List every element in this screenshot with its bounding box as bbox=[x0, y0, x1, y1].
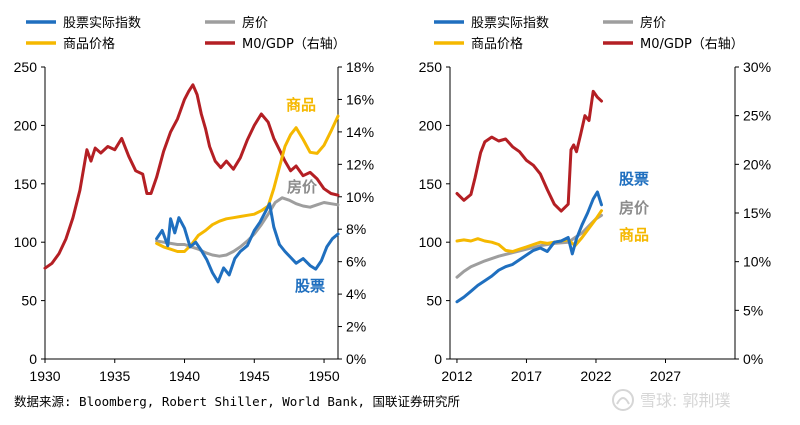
y-right-tick-label: 15% bbox=[743, 205, 771, 221]
legend-label: M0/GDP（右轴） bbox=[640, 37, 744, 52]
y-left-tick-label: 150 bbox=[14, 176, 38, 192]
stock-index-line bbox=[455, 190, 603, 304]
source-note: 数据来源: Bloomberg, Robert Shiller, World B… bbox=[14, 394, 460, 409]
x-tick-label: 2027 bbox=[650, 368, 681, 384]
annotation-stocks: 股票 bbox=[295, 277, 325, 295]
y-left-tick-label: 250 bbox=[14, 59, 38, 75]
y-left-tick-label: 200 bbox=[419, 117, 443, 133]
x-tick-label: 1950 bbox=[308, 368, 339, 384]
commodity-price-line bbox=[455, 209, 603, 253]
house-price-line bbox=[455, 213, 603, 279]
y-left-tick-label: 50 bbox=[426, 293, 442, 309]
y-left-tick-label: 100 bbox=[14, 234, 38, 250]
y-right-tick-label: 12% bbox=[346, 156, 374, 172]
watermark: 雪球: 郭荆璞 bbox=[612, 389, 730, 411]
m0-gdp-line bbox=[455, 89, 603, 213]
legend-label: 商品价格 bbox=[471, 36, 523, 52]
y-left-tick-label: 200 bbox=[14, 117, 38, 133]
y-right-tick-label: 10% bbox=[743, 254, 771, 270]
y-right-tick-label: 6% bbox=[346, 254, 366, 270]
y-right-tick-label: 20% bbox=[743, 156, 771, 172]
annotation-commodity: 商品 bbox=[619, 226, 649, 244]
y-left-tick-label: 0 bbox=[29, 351, 37, 367]
annotation-housing: 房价 bbox=[619, 199, 650, 217]
y-right-tick-label: 4% bbox=[346, 286, 366, 302]
chart-1930s: 0 50 100 150 200 250 0% 2% 4% 6% 8% 10% 12% 14% 16% 18%… bbox=[14, 59, 374, 384]
y-right-tick-label: 16% bbox=[346, 91, 374, 107]
x-tick-label: 1945 bbox=[239, 368, 270, 384]
legend-label: 房价 bbox=[640, 15, 666, 31]
x-tick-label: 1940 bbox=[169, 368, 200, 384]
y-right-tick-label: 0% bbox=[743, 351, 763, 367]
y-left-tick-label: 50 bbox=[21, 293, 37, 309]
annotation-housing: 房价 bbox=[287, 178, 318, 196]
y-right-tick-label: 2% bbox=[346, 319, 366, 335]
y-left-tick-label: 100 bbox=[419, 234, 443, 250]
annotation-commodity: 商品 bbox=[286, 96, 316, 114]
legend-label: M0/GDP（右轴） bbox=[242, 37, 346, 52]
y-right-tick-label: 5% bbox=[743, 302, 763, 318]
legend-label: 股票实际指数 bbox=[471, 16, 549, 31]
y-right-tick-label: 8% bbox=[346, 221, 366, 237]
y-right-tick-label: 14% bbox=[346, 124, 374, 140]
y-right-tick-label: 30% bbox=[743, 59, 771, 75]
y-left-tick-label: 150 bbox=[419, 176, 443, 192]
commodity-price-line bbox=[155, 114, 340, 253]
watermark-text: 雪球: 郭荆璞 bbox=[640, 391, 730, 410]
x-tick-label: 2022 bbox=[580, 368, 611, 384]
y-left-tick-label: 250 bbox=[419, 59, 443, 75]
y-left-tick-label: 0 bbox=[434, 351, 442, 367]
y-right-tick-label: 10% bbox=[346, 189, 374, 205]
chart-2010s: 0 50 100 150 200 250 0% 5% 10% 15% 20% 25% 30% 2012 20… bbox=[419, 59, 771, 384]
snowball-logo-icon bbox=[612, 389, 634, 411]
legend-label: 房价 bbox=[242, 15, 268, 31]
snowball-logo-mark bbox=[616, 397, 630, 405]
m0-gdp-line bbox=[43, 83, 340, 270]
legend-label: 商品价格 bbox=[63, 36, 115, 52]
annotation-stocks: 股票 bbox=[619, 170, 649, 188]
x-tick-label: 1930 bbox=[29, 368, 60, 384]
legend-label: 股票实际指数 bbox=[63, 16, 141, 31]
x-tick-label: 2012 bbox=[441, 368, 472, 384]
y-right-tick-label: 18% bbox=[346, 59, 374, 75]
y-right-tick-label: 0% bbox=[346, 351, 366, 367]
y-right-tick-label: 25% bbox=[743, 108, 771, 124]
stock-index-line bbox=[155, 202, 340, 284]
x-tick-label: 1935 bbox=[99, 368, 130, 384]
x-tick-label: 2017 bbox=[511, 368, 542, 384]
house-price-line bbox=[155, 196, 340, 258]
